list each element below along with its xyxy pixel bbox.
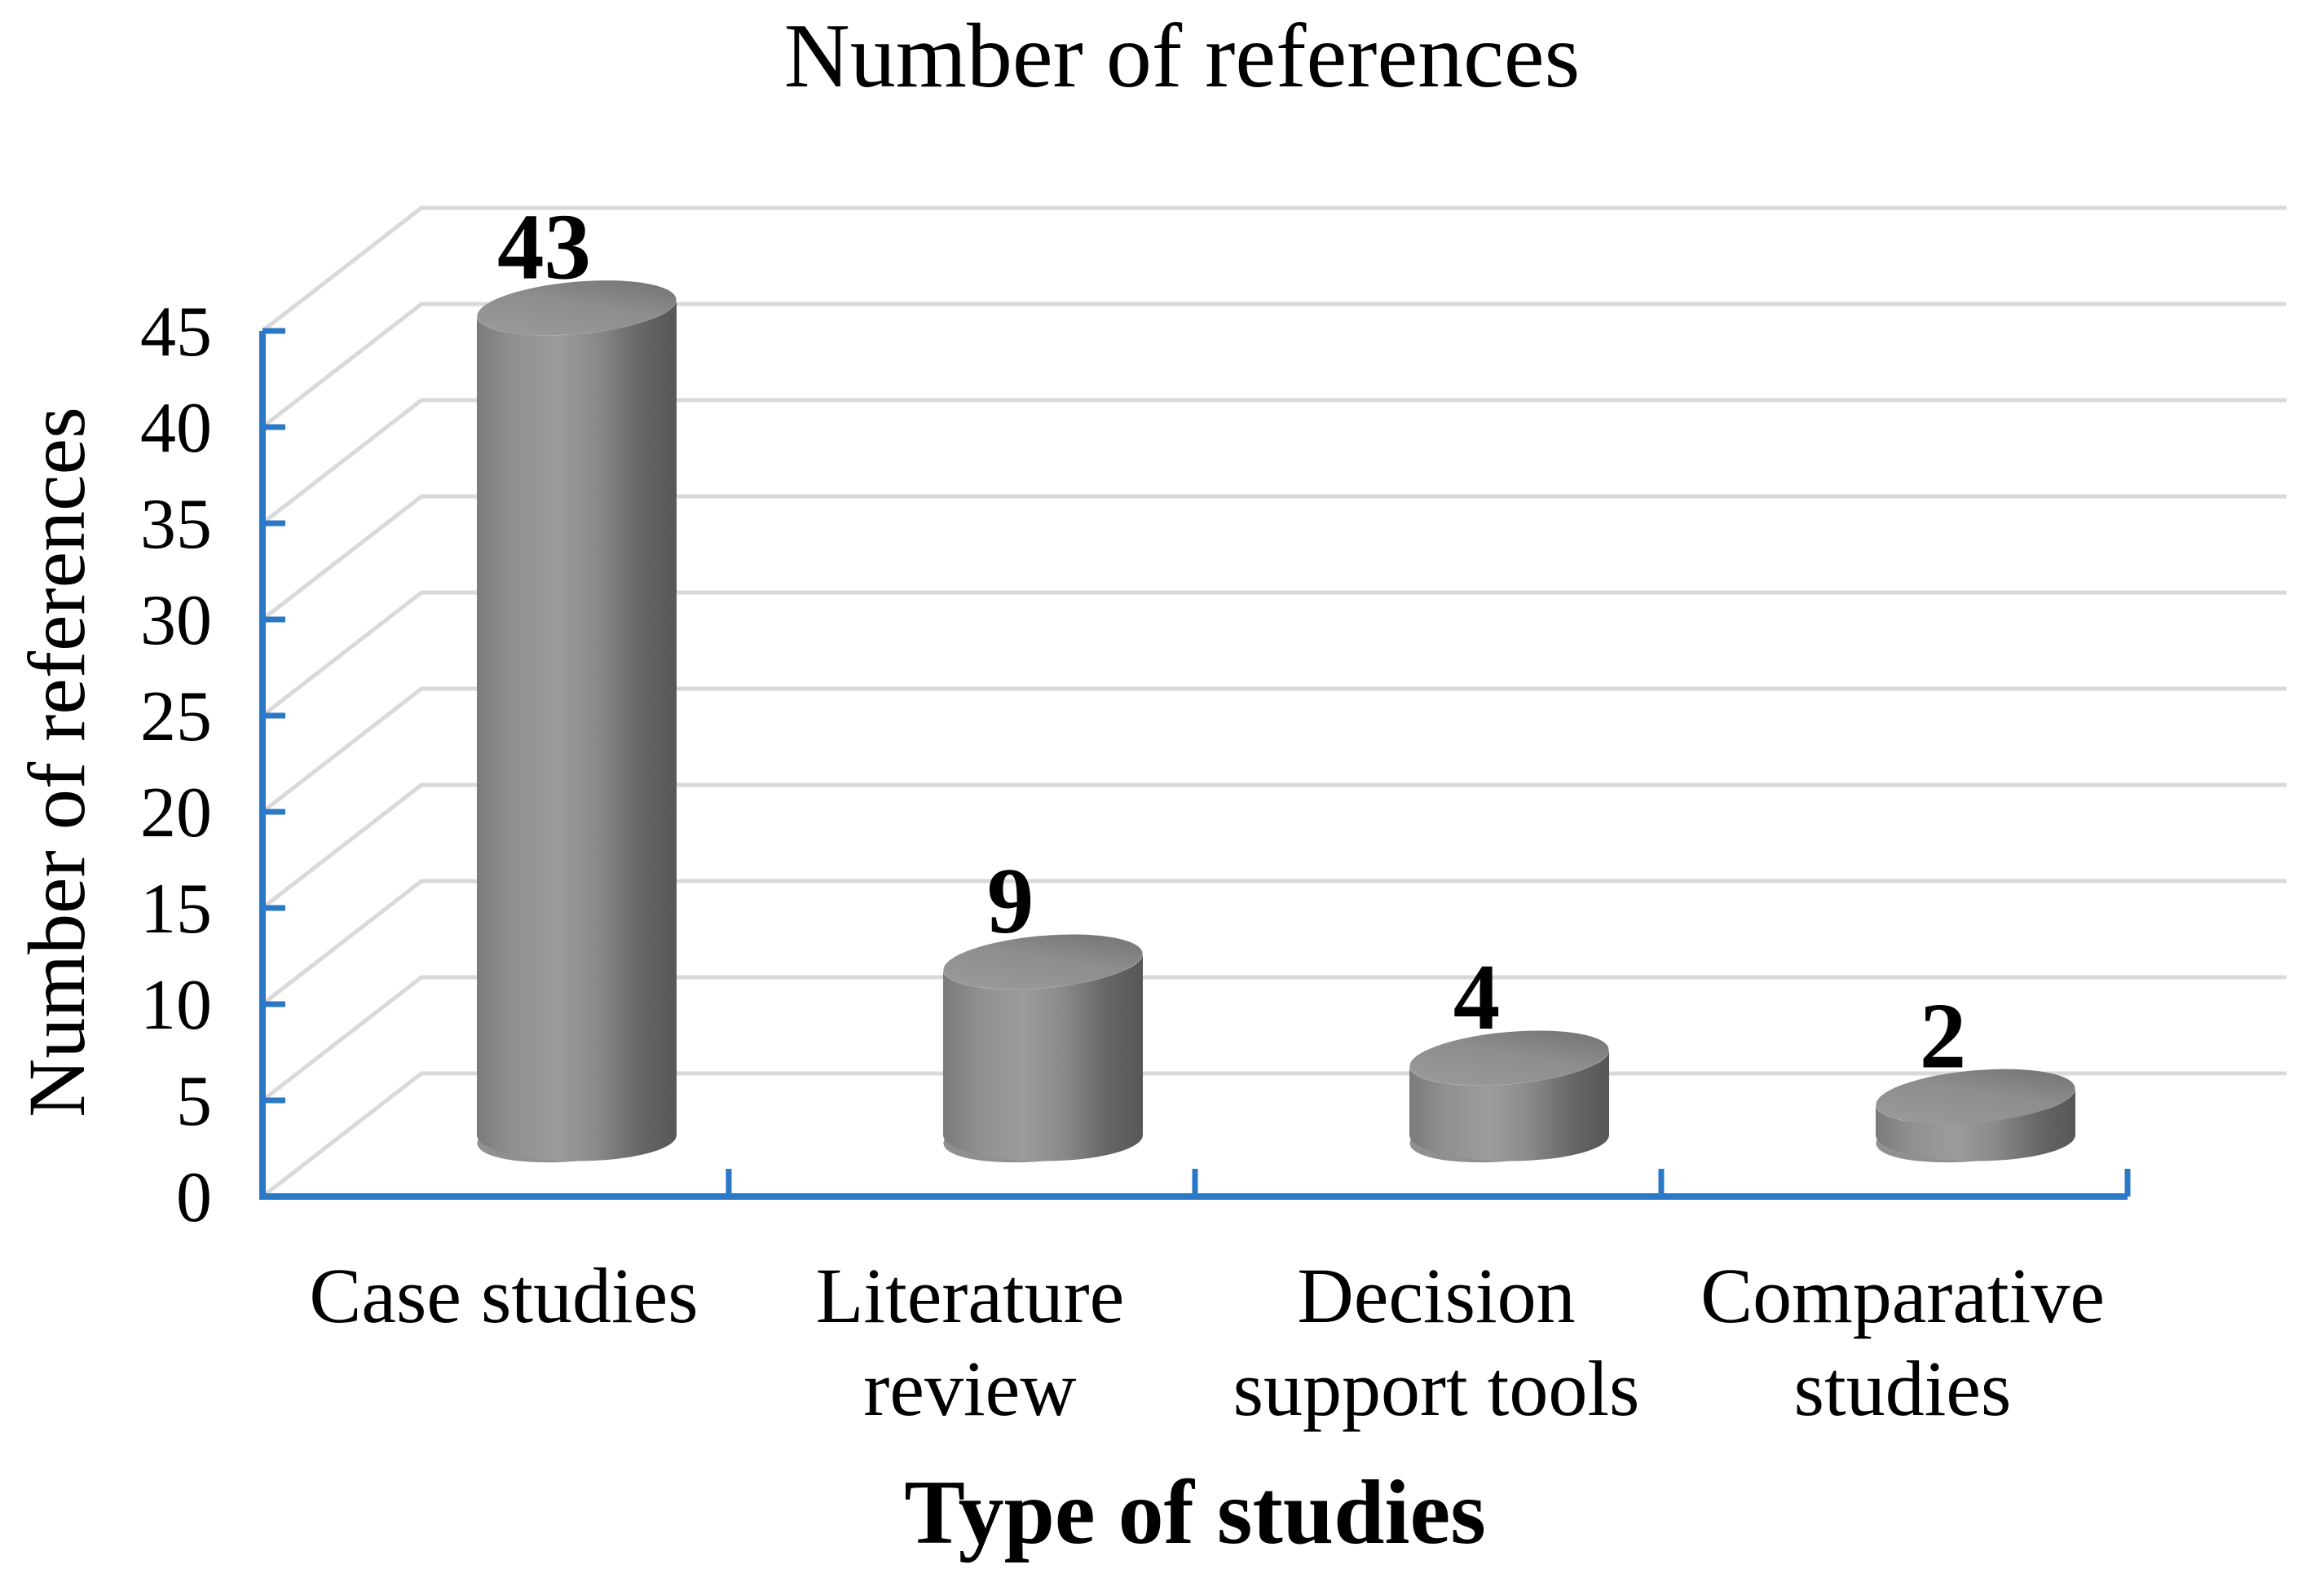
y-tick-label: 15 — [140, 870, 212, 949]
bar-top-ellipse — [1876, 1069, 2075, 1124]
category-label: review — [863, 1345, 1076, 1432]
gridline — [261, 1071, 2287, 1198]
value-label: 4 — [1453, 945, 1501, 1049]
category-label: Comparative — [1700, 1252, 2105, 1339]
gridline — [261, 205, 2287, 333]
value-label: 9 — [987, 849, 1034, 953]
bar-body — [1876, 1088, 2075, 1161]
y-axis-title: Number of references — [11, 407, 102, 1117]
category-label: Decision — [1297, 1252, 1575, 1339]
cylinder-bar — [1876, 1069, 2075, 1163]
value-label: 43 — [497, 196, 591, 299]
category-label: Literature — [816, 1252, 1124, 1339]
gridline — [261, 975, 2287, 1102]
value-labels: 43 9 4 2 — [497, 196, 1966, 1088]
y-tick-label: 20 — [140, 773, 212, 853]
cylinder-bar — [1409, 1030, 1610, 1163]
value-label: 2 — [1920, 984, 1967, 1087]
category-label: studies — [1794, 1345, 2012, 1432]
x-axis-title: Type of studies — [904, 1462, 1486, 1563]
cylinder-bar — [943, 934, 1143, 1163]
y-tick-label: 25 — [140, 677, 212, 756]
bar-body — [1409, 1050, 1610, 1161]
gridline — [261, 494, 2287, 621]
category-label: Case studies — [309, 1252, 698, 1339]
bars — [477, 280, 2075, 1163]
gridline — [261, 302, 2287, 429]
y-tick-label: 35 — [140, 485, 212, 564]
gridline — [261, 398, 2287, 525]
category-label: support tools — [1233, 1345, 1640, 1432]
chart-title: Number of references — [784, 6, 1580, 107]
bar-body — [943, 954, 1143, 1161]
y-tick-label: 0 — [176, 1158, 212, 1237]
y-tick-label: 30 — [140, 581, 212, 660]
y-tick-label: 40 — [140, 389, 212, 468]
gridlines — [261, 205, 2287, 1198]
y-tick-label: 10 — [140, 966, 212, 1045]
gridline — [261, 879, 2287, 1006]
bar-top-ellipse — [1409, 1030, 1609, 1086]
bar-body — [477, 299, 677, 1161]
cylinder-bar — [477, 280, 677, 1163]
gridline — [261, 782, 2287, 910]
bar-top-ellipse — [477, 280, 677, 336]
y-tick-labels: 0 5 10 15 20 25 30 35 40 45 — [140, 293, 212, 1237]
axes — [259, 328, 2131, 1200]
gridline — [261, 590, 2287, 717]
y-tick-label: 5 — [176, 1062, 212, 1141]
bar-top-ellipse — [943, 934, 1143, 989]
y-tick-label: 45 — [140, 293, 212, 372]
gridline — [261, 686, 2287, 813]
